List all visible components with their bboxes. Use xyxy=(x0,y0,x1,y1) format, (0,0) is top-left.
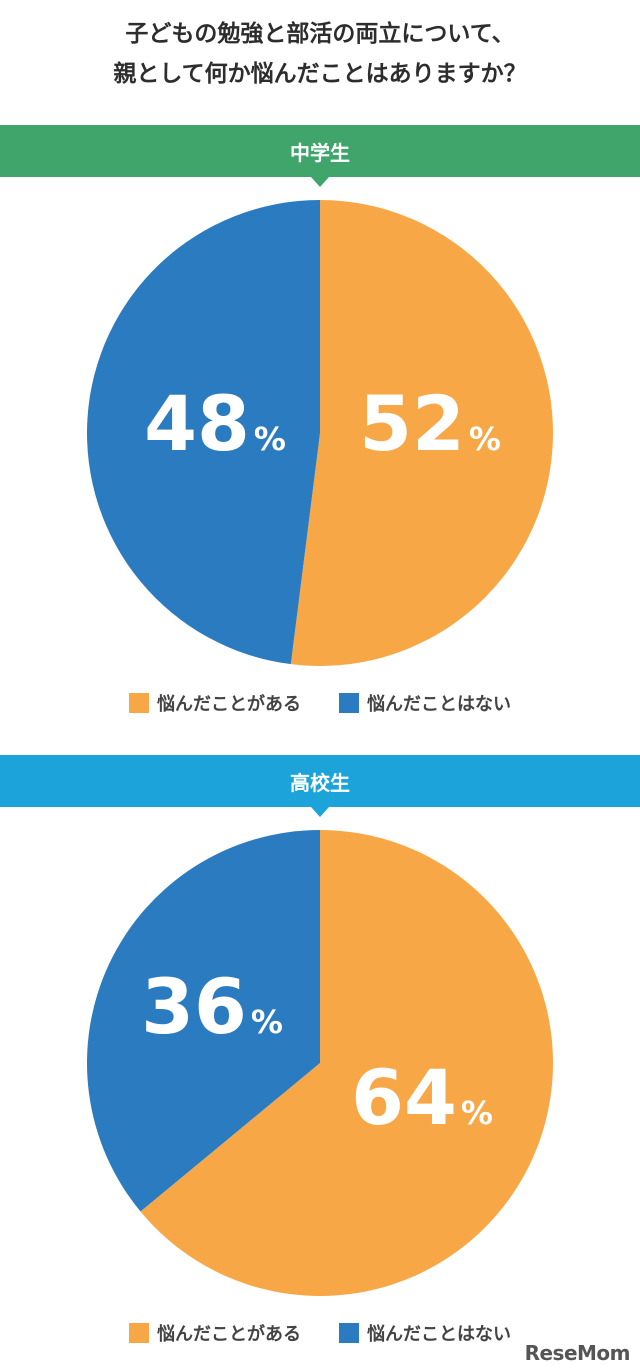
legend-item-yes: 悩んだことがある xyxy=(129,690,301,716)
legend-swatch-orange xyxy=(129,693,149,713)
legend-label-yes: 悩んだことがある xyxy=(157,1324,301,1345)
data-label-yes: 52% xyxy=(359,379,501,468)
title-line-2: 親として何か悩んだことはありますか？ xyxy=(113,61,527,87)
legend-item-no: 悩んだことはない xyxy=(339,1320,511,1346)
legend-item-no: 悩んだことはない xyxy=(339,690,511,716)
junior-high-pie-chart: 52 % 48% xyxy=(86,200,553,666)
legend-label-no: 悩んだことはない xyxy=(367,694,511,715)
junior-high-banner: 中学生 xyxy=(0,125,640,187)
page-title: 子どもの勉強と部活の両立について、 親として何か悩んだことはありますか？ xyxy=(0,14,640,94)
data-label-no: 36% xyxy=(141,962,283,1051)
high-school-banner: 高校生 xyxy=(0,755,640,817)
legend-swatch-blue xyxy=(339,693,359,713)
legend-label-yes: 悩んだことがある xyxy=(157,694,301,715)
pie-slice-yes xyxy=(290,200,553,666)
banner-pointer xyxy=(311,807,329,817)
legend-item-yes: 悩んだことがある xyxy=(129,1320,301,1346)
resemom-logo: ReseMom xyxy=(524,1341,631,1365)
pie-slice-no xyxy=(86,200,320,665)
high-school-banner-label: 高校生 xyxy=(290,770,350,795)
high-school-legend: 悩んだことがある 悩んだことはない xyxy=(0,1320,640,1346)
title-line-1: 子どもの勉強と部活の両立について、 xyxy=(125,21,515,47)
pie-slice-no xyxy=(86,830,320,1212)
data-label-yes: 64% xyxy=(351,1053,493,1142)
junior-high-banner-label: 中学生 xyxy=(290,140,350,165)
legend-swatch-blue xyxy=(339,1323,359,1343)
pie-slice-yes xyxy=(140,830,554,1296)
legend-swatch-orange xyxy=(129,1323,149,1343)
junior-high-legend: 悩んだことがある 悩んだことはない xyxy=(0,690,640,716)
data-label-no: 48% xyxy=(144,379,286,468)
banner-pointer xyxy=(311,177,329,187)
legend-label-no: 悩んだことはない xyxy=(367,1324,511,1345)
high-school-pie-chart: 64 % 36% xyxy=(86,830,554,1296)
